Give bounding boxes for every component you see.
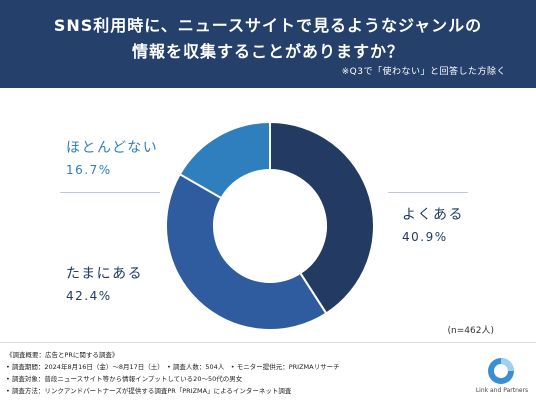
title-line-1: SNS利用時に、ニュースサイトで見るようなジャンルの bbox=[53, 16, 483, 35]
divider-right bbox=[388, 192, 468, 193]
title-line-2: 情報を収集することがありますか？ bbox=[131, 42, 404, 61]
divider-left bbox=[60, 192, 160, 193]
footer: 《調査概要：広告とPRに関する調査》 • 調査期間：2024年8月16日（金）〜… bbox=[0, 342, 536, 403]
header-note: ※Q3で「使わない」と回答した方除く bbox=[341, 67, 506, 77]
label-hotondo: ほとんどない 16.7% bbox=[66, 137, 158, 177]
label-yoku-pct: 40.9% bbox=[402, 230, 448, 244]
label-tama-pct: 42.4% bbox=[66, 289, 112, 303]
label-yoku-text: よくある bbox=[402, 207, 464, 223]
company-logo-icon bbox=[488, 358, 514, 384]
footer-line-3: • 調査対象：普段ニュースサイト等から情報インプットしている20〜50代の男女 bbox=[6, 375, 243, 383]
sample-size: (n=462人) bbox=[447, 326, 494, 336]
chart-area: ほとんどない 16.7% よくある 40.9% たまにある 42.4% bbox=[0, 88, 536, 340]
footer-line-1: 《調査概要：広告とPRに関する調査》 bbox=[6, 351, 119, 359]
footer-line-4: • 調査方法：リンクアンドパートナーズが提供する調査PR「PRIZMA」によるイ… bbox=[6, 387, 292, 395]
slice-hotondo bbox=[178, 120, 271, 200]
footer-line-2: • 調査期間：2024年8月16日（金）〜8月17日（土） • 調査人数：504… bbox=[6, 363, 340, 371]
label-yoku: よくある 40.9% bbox=[402, 204, 464, 244]
label-tama-text: たまにある bbox=[66, 266, 144, 282]
logo-text: Link and Partners bbox=[475, 387, 529, 394]
label-hotondo-text: ほとんどない bbox=[66, 140, 159, 156]
donut-chart bbox=[165, 120, 375, 331]
label-tama: たまにある 42.4% bbox=[66, 263, 143, 303]
label-hotondo-pct: 16.7% bbox=[66, 163, 112, 177]
slice-tama bbox=[165, 172, 328, 331]
header-banner: SNS利用時に、ニュースサイトで見るようなジャンルの 情報を収集することがありま… bbox=[0, 0, 536, 88]
slice-yoku bbox=[269, 120, 375, 315]
